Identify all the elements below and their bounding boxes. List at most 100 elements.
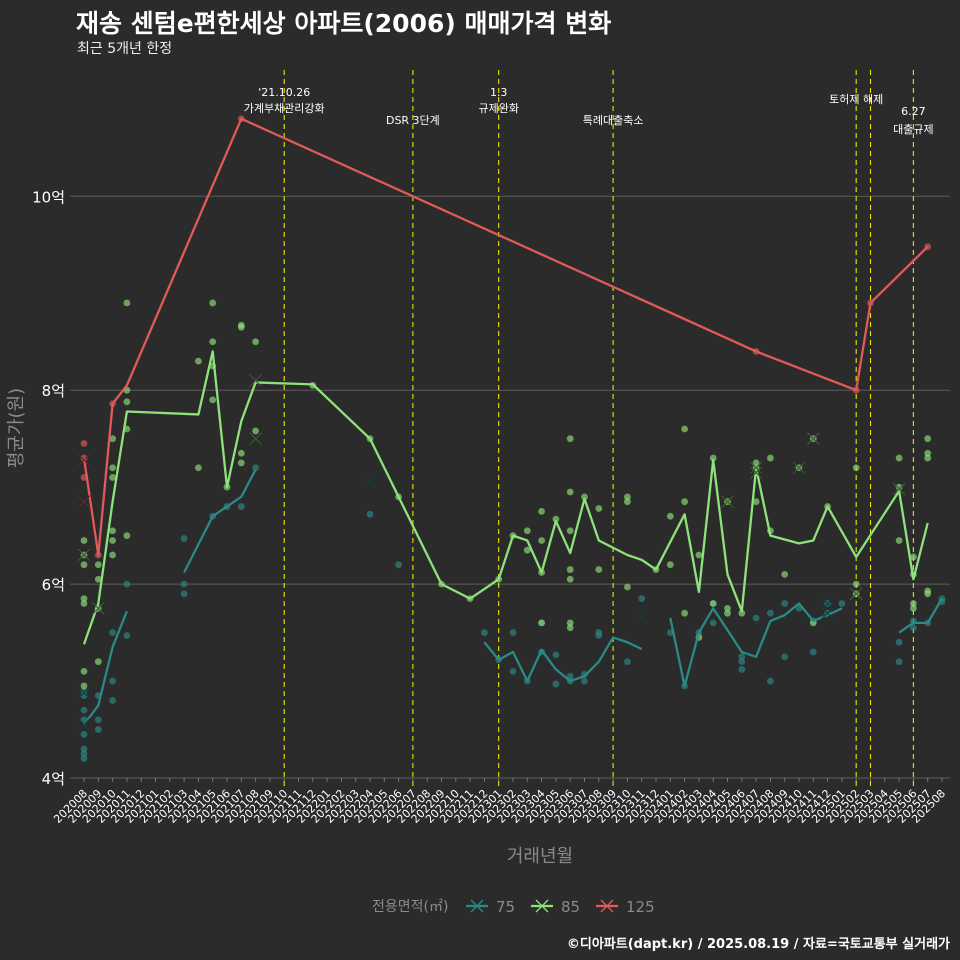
point-85: [94, 561, 102, 569]
point-75: [566, 672, 574, 680]
point-85: [109, 464, 116, 472]
chart-title: 재송 센텀e편한세상 아파트(2006) 매매가격 변화: [76, 9, 612, 38]
policy-annotation: 대출규제: [893, 123, 933, 136]
point-75: [581, 677, 588, 685]
x-axis-title: 거래년월: [507, 846, 573, 867]
point-85: [123, 398, 131, 406]
series-lines-layer: [82, 117, 943, 726]
point-75: [709, 619, 717, 627]
policy-lines-layer: [283, 70, 914, 790]
point-85: [566, 624, 574, 632]
point-85: [80, 537, 88, 544]
point-75: [395, 561, 402, 569]
legend-title: 전용면적(㎡): [372, 899, 448, 915]
point-75: [237, 503, 245, 510]
point-85: [80, 667, 88, 675]
points-layer: [80, 115, 946, 763]
point-85: [552, 515, 560, 523]
point-85: [681, 425, 688, 433]
grid-layer: [70, 195, 950, 782]
point-75: [252, 464, 259, 472]
point-75: [767, 677, 774, 685]
policy-annotation: 토허제 해제: [829, 92, 883, 106]
point-75: [552, 680, 560, 688]
series-line-85: [82, 350, 929, 645]
cross-marker-125: [77, 495, 91, 508]
cross-marker-85: [249, 374, 262, 387]
cross-marker-85: [749, 461, 763, 475]
point-85: [595, 566, 603, 573]
point-85: [195, 357, 202, 365]
policy-annotation: 1.3: [490, 86, 508, 99]
point-85: [80, 561, 88, 569]
point-75: [109, 697, 116, 704]
point-75: [180, 580, 188, 588]
point-85: [566, 619, 574, 627]
point-85: [910, 604, 917, 612]
series-line-75: [669, 602, 843, 688]
point-75: [738, 666, 746, 673]
point-75: [180, 535, 188, 542]
point-75: [838, 600, 846, 607]
cross-marker-75: [635, 611, 648, 625]
point-75: [94, 716, 102, 724]
policy-annotation: 가계부채관리강화: [244, 102, 325, 115]
point-85: [595, 505, 603, 512]
point-85: [237, 459, 245, 467]
point-75: [180, 590, 188, 598]
cross-marker-85: [92, 602, 105, 615]
point-85: [237, 321, 245, 329]
legend-label-75: 75: [496, 898, 515, 916]
point-75: [767, 609, 774, 617]
cross-marker-85: [892, 482, 906, 496]
cross-marker-125: [77, 453, 91, 467]
point-85: [767, 454, 774, 462]
point-85: [709, 600, 717, 607]
point-75: [738, 658, 746, 666]
legend: 전용면적(㎡) 75 85 125: [372, 898, 655, 916]
point-75: [80, 750, 88, 758]
policy-annotation: '21.10.26: [258, 86, 310, 99]
point-85: [566, 575, 574, 583]
policy-annotation: DSR 3단계: [386, 114, 440, 127]
point-85: [209, 299, 217, 307]
point-85: [109, 537, 116, 544]
point-85: [523, 527, 531, 535]
series-line-75: [483, 636, 643, 683]
cross-marker-85: [77, 548, 91, 562]
y-axis-title: 평균가(원): [6, 388, 27, 468]
point-75: [481, 629, 488, 636]
point-75: [80, 730, 88, 738]
point-75: [123, 632, 131, 639]
point-75: [895, 658, 903, 666]
cross-marker-85: [749, 466, 763, 479]
point-75: [109, 677, 116, 685]
point-75: [910, 624, 917, 632]
point-85: [566, 435, 574, 443]
point-85: [924, 449, 932, 457]
point-85: [538, 619, 545, 627]
point-85: [252, 427, 259, 435]
cross-marker-75: [821, 597, 834, 610]
point-85: [681, 498, 688, 506]
point-85: [195, 464, 202, 472]
point-75: [80, 687, 88, 695]
point-85: [80, 600, 88, 607]
y-tick-label: 4억: [42, 770, 65, 788]
policy-annotation: 6.27: [901, 105, 926, 118]
point-75: [80, 755, 88, 763]
point-85: [695, 551, 703, 559]
policy-annotation: 특례대출축소: [583, 114, 644, 127]
series-line-125: [82, 117, 929, 557]
point-85: [852, 464, 860, 472]
chart-subtitle: 최근 5개년 한정: [77, 41, 173, 57]
point-85: [924, 590, 932, 598]
point-85: [724, 604, 731, 612]
point-85: [566, 566, 574, 573]
cross-markers-layer: [77, 374, 906, 732]
point-85: [852, 580, 860, 588]
cross-marker-85: [849, 587, 863, 601]
source-caption: ©디아파트(dapt.kr) / 2025.08.19 / 자료=국토교통부 실…: [566, 937, 950, 952]
point-85: [581, 493, 588, 501]
